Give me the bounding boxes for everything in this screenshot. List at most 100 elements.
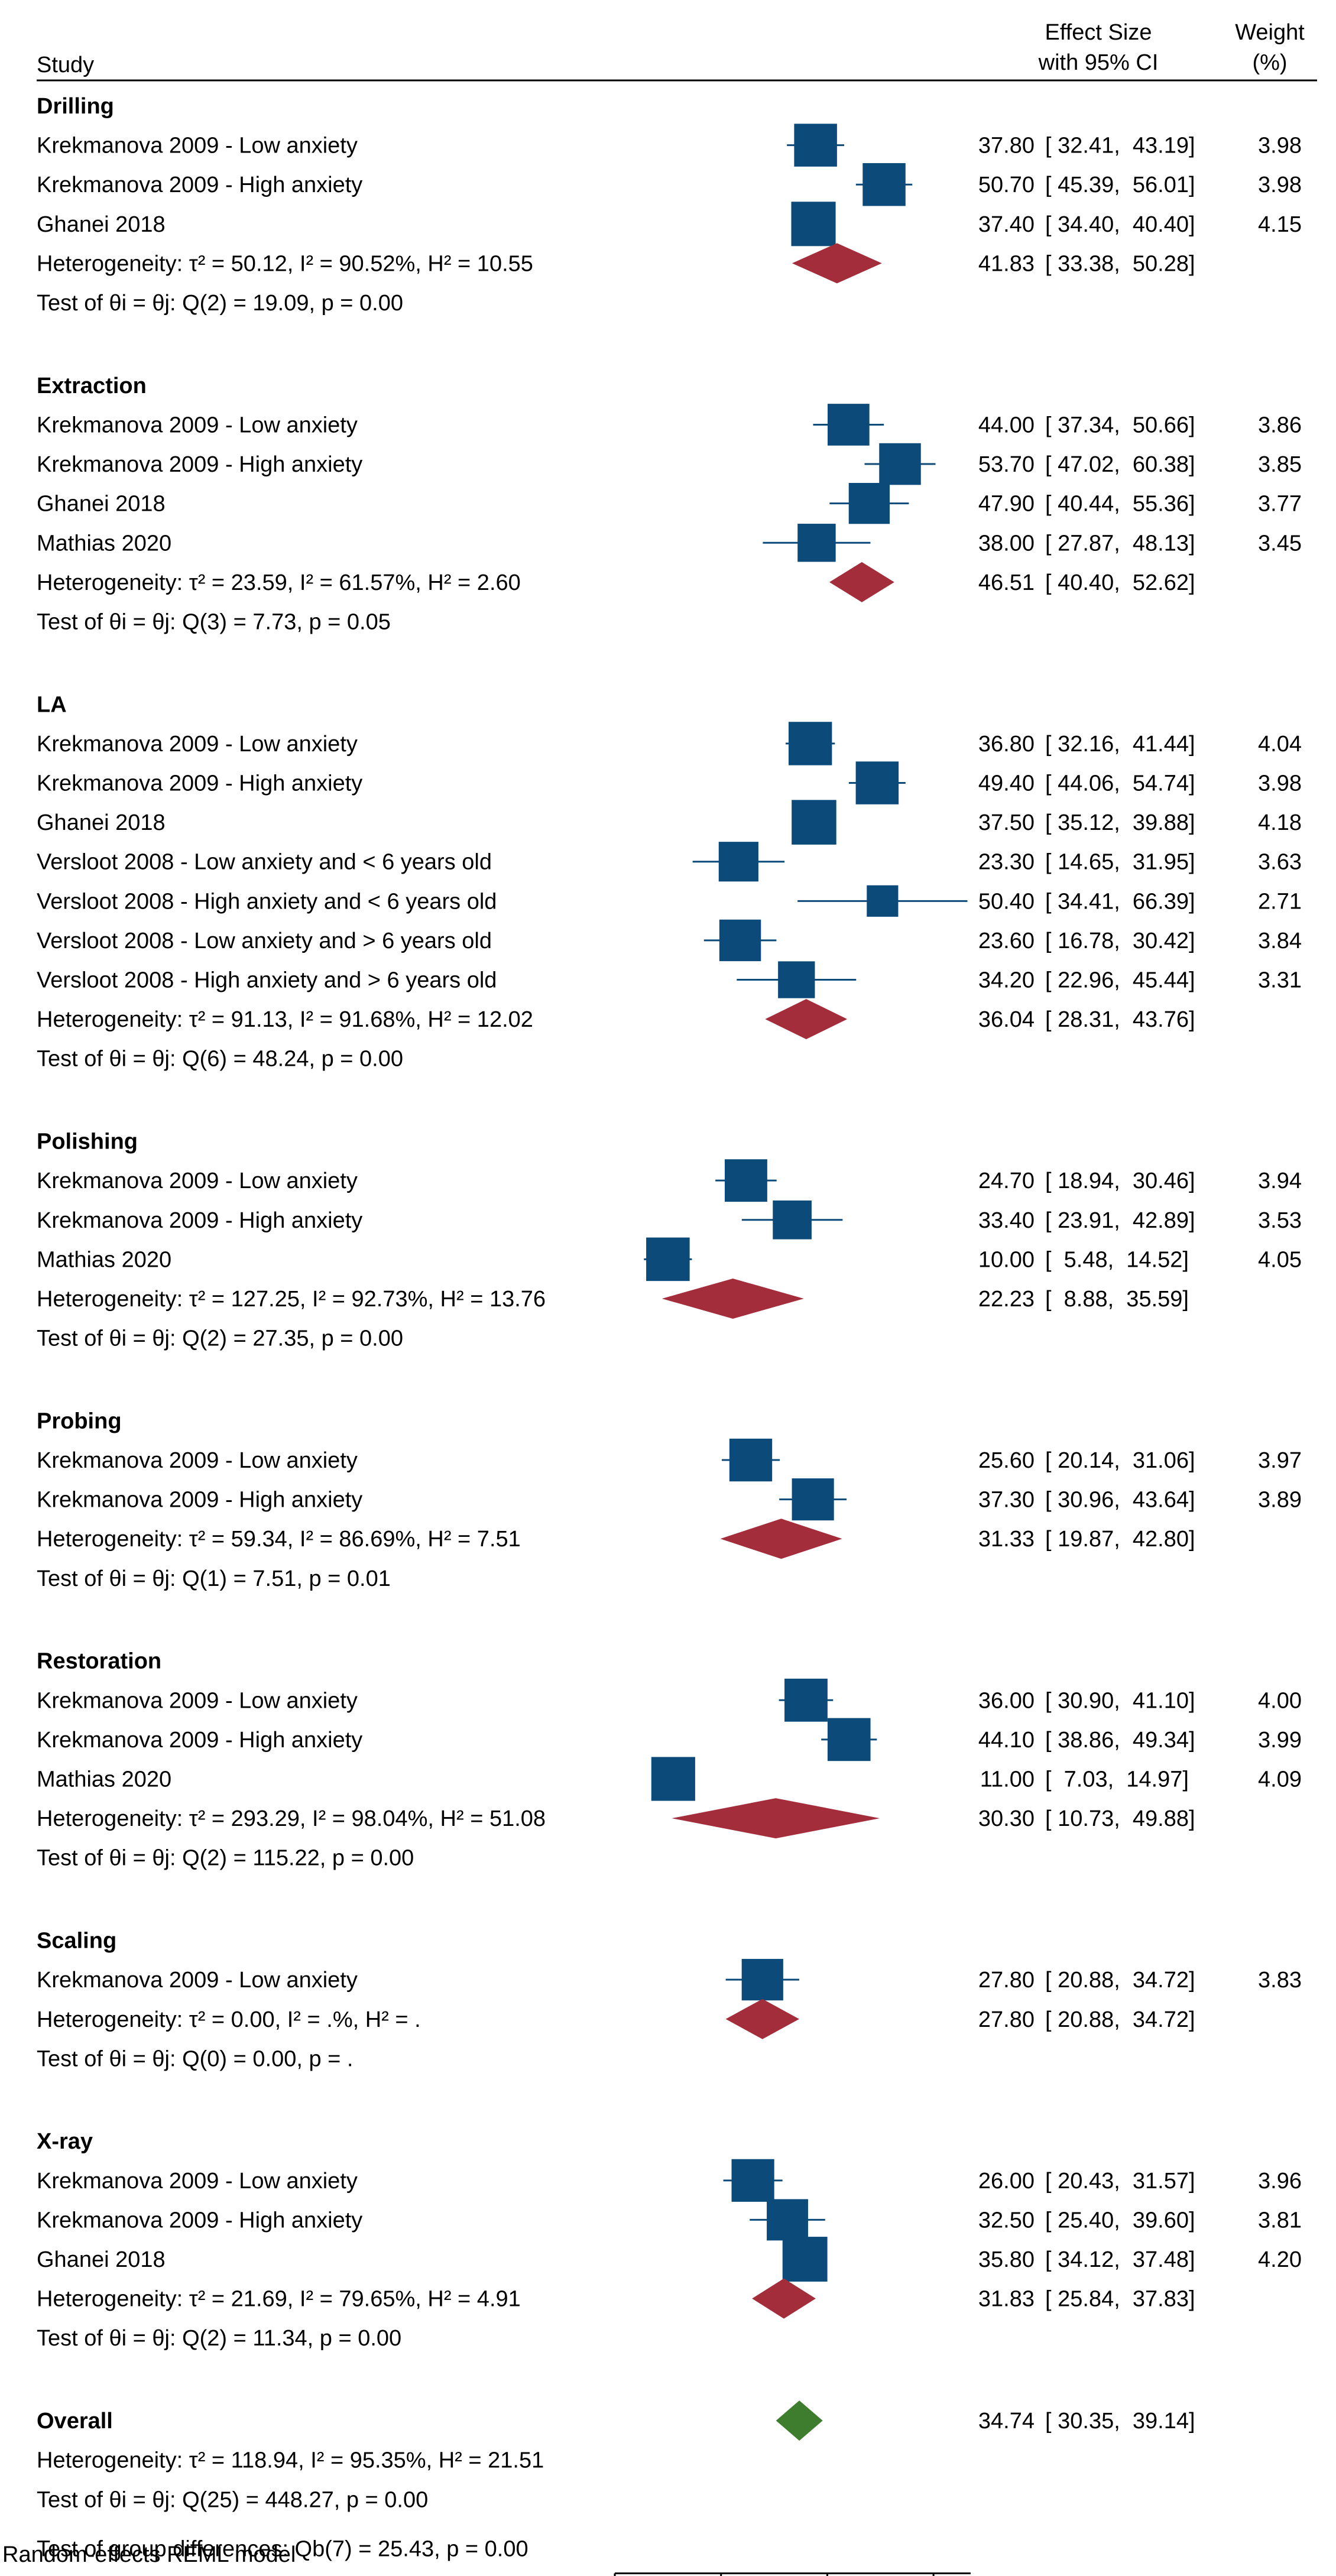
- study-marker: [729, 1438, 773, 1482]
- study-weight: 4.05: [1258, 1247, 1302, 1272]
- heterogeneity-label: Heterogeneity: τ² = 91.13, I² = 91.68%, …: [37, 1007, 533, 1032]
- group-title: X-ray: [37, 2129, 93, 2154]
- study-ci: [ 27.87, 48.13]: [1045, 531, 1195, 556]
- study-marker: [718, 842, 758, 882]
- homogeneity-test-label: Test of θi = θj: Q(0) = 0.00, p = .: [37, 2046, 353, 2071]
- subgroup-diamond: [725, 1998, 799, 2039]
- study-es: 34.20: [978, 968, 1035, 993]
- group-title: Probing: [37, 1409, 122, 1433]
- pooled-es: 46.51: [978, 570, 1035, 595]
- study-weight: 3.98: [1258, 771, 1302, 796]
- subgroup-diamond: [672, 1798, 880, 1839]
- forest-rows: Drilling Krekmanova 2009 - Low anxiety 37.…: [37, 94, 1302, 2562]
- study-weight: 4.09: [1258, 1767, 1302, 1792]
- header-study: Study: [37, 53, 94, 77]
- homogeneity-test-label: Test of θi = θj: Q(2) = 19.09, p = 0.00: [37, 291, 403, 316]
- group-title: Extraction: [37, 374, 147, 398]
- study-label: Krekmanova 2009 - Low anxiety: [37, 732, 358, 757]
- study-weight: 3.98: [1258, 173, 1302, 197]
- study-label: Ghanei 2018: [37, 2247, 166, 2272]
- study-label: Mathias 2020: [37, 531, 171, 556]
- study-marker: [646, 1237, 690, 1281]
- heterogeneity-label: Heterogeneity: τ² = 59.34, I² = 86.69%, …: [37, 1527, 521, 1552]
- pooled-ci: [ 10.73, 49.88]: [1045, 1806, 1195, 1831]
- study-marker: [778, 961, 815, 998]
- study-ci: [ 14.65, 31.95]: [1045, 850, 1195, 875]
- study-label: Ghanei 2018: [37, 810, 166, 835]
- subgroup-diamond: [829, 562, 894, 602]
- study-ci: [ 5.48, 14.52]: [1045, 1247, 1189, 1272]
- homogeneity-test-label: Test of θi = θj: Q(2) = 115.22, p = 0.00: [37, 1846, 414, 1871]
- study-es: 23.60: [978, 929, 1035, 953]
- homogeneity-test-label: Test of θi = θj: Q(2) = 27.35, p = 0.00: [37, 1326, 403, 1351]
- study-marker: [797, 524, 836, 562]
- study-marker: [792, 800, 836, 845]
- study-label: Krekmanova 2009 - Low anxiety: [37, 2169, 358, 2194]
- header-weight: Weight: [1235, 20, 1305, 45]
- study-ci: [ 25.40, 39.60]: [1045, 2208, 1195, 2233]
- study-es: 50.70: [978, 173, 1035, 197]
- pooled-ci: [ 8.88, 35.59]: [1045, 1287, 1189, 1312]
- subgroup-diamond: [752, 2278, 816, 2319]
- overall-homogeneity-test: Test of θi = θj: Q(25) = 448.27, p = 0.0…: [37, 2487, 428, 2512]
- study-weight: 4.20: [1258, 2247, 1302, 2272]
- subgroup-diamond: [765, 999, 848, 1040]
- study-label: Krekmanova 2009 - Low anxiety: [37, 1968, 358, 1993]
- study-ci: [ 34.40, 40.40]: [1045, 212, 1195, 237]
- study-label: Krekmanova 2009 - High anxiety: [37, 2208, 362, 2233]
- group-title: LA: [37, 692, 67, 717]
- study-ci: [ 37.34, 50.66]: [1045, 413, 1195, 437]
- homogeneity-test-label: Test of θi = θj: Q(1) = 7.51, p = 0.01: [37, 1566, 391, 1591]
- study-ci: [ 20.43, 31.57]: [1045, 2169, 1195, 2194]
- study-marker: [862, 163, 906, 206]
- group-title: Restoration: [37, 1649, 161, 1674]
- study-ci: [ 35.12, 39.88]: [1045, 810, 1195, 835]
- study-es: 32.50: [978, 2208, 1035, 2233]
- study-label: Mathias 2020: [37, 1247, 171, 1272]
- pooled-es: 22.23: [978, 1287, 1035, 1312]
- study-weight: 3.97: [1258, 1448, 1302, 1473]
- study-es: 37.80: [978, 134, 1035, 158]
- study-label: Krekmanova 2009 - High anxiety: [37, 173, 362, 197]
- study-es: 23.30: [978, 850, 1035, 875]
- study-weight: 4.18: [1258, 810, 1302, 835]
- study-es: 35.80: [978, 2247, 1035, 2272]
- study-marker: [651, 1757, 695, 1801]
- study-label: Versloot 2008 - High anxiety and > 6 yea…: [37, 968, 497, 993]
- pooled-ci: [ 40.40, 52.62]: [1045, 570, 1195, 595]
- study-weight: 3.53: [1258, 1208, 1302, 1233]
- study-weight: 4.15: [1258, 212, 1302, 237]
- study-es: 44.10: [978, 1728, 1035, 1753]
- study-weight: 3.96: [1258, 2169, 1302, 2194]
- study-marker: [773, 1200, 812, 1240]
- study-ci: [ 32.16, 41.44]: [1045, 732, 1195, 757]
- study-ci: [ 40.44, 55.36]: [1045, 492, 1195, 517]
- heterogeneity-label: Heterogeneity: τ² = 21.69, I² = 79.65%, …: [37, 2287, 521, 2312]
- pooled-es: 31.33: [978, 1527, 1035, 1552]
- study-label: Krekmanova 2009 - High anxiety: [37, 1728, 362, 1753]
- study-es: 26.00: [978, 2169, 1035, 2194]
- x-axis: 0204060: [614, 2572, 971, 2576]
- study-weight: 2.71: [1258, 889, 1302, 914]
- study-marker: [848, 483, 890, 524]
- study-es: 11.00: [980, 1767, 1035, 1792]
- study-weight: 3.45: [1258, 531, 1302, 556]
- study-marker: [794, 124, 837, 167]
- study-es: 38.00: [978, 531, 1035, 556]
- heterogeneity-label: Heterogeneity: τ² = 293.29, I² = 98.04%,…: [37, 1806, 546, 1831]
- study-weight: 3.89: [1258, 1488, 1302, 1513]
- group-title: Scaling: [37, 1929, 116, 1954]
- study-ci: [ 16.78, 30.42]: [1045, 929, 1195, 953]
- overall-ci: [ 30.35, 39.14]: [1045, 2409, 1195, 2434]
- overall-heterogeneity: Heterogeneity: τ² = 118.94, I² = 95.35%,…: [37, 2448, 544, 2473]
- study-weight: 3.81: [1258, 2208, 1302, 2233]
- study-label: Krekmanova 2009 - High anxiety: [37, 771, 362, 796]
- study-ci: [ 18.94, 30.46]: [1045, 1169, 1195, 1193]
- study-label: Versloot 2008 - Low anxiety and > 6 year…: [37, 929, 492, 953]
- study-es: 49.40: [978, 771, 1035, 796]
- study-es: 24.70: [978, 1169, 1035, 1193]
- subgroup-diamond: [661, 1278, 804, 1319]
- homogeneity-test-label: Test of θi = θj: Q(3) = 7.73, p = 0.05: [37, 609, 391, 634]
- study-ci: [ 47.02, 60.38]: [1045, 452, 1195, 477]
